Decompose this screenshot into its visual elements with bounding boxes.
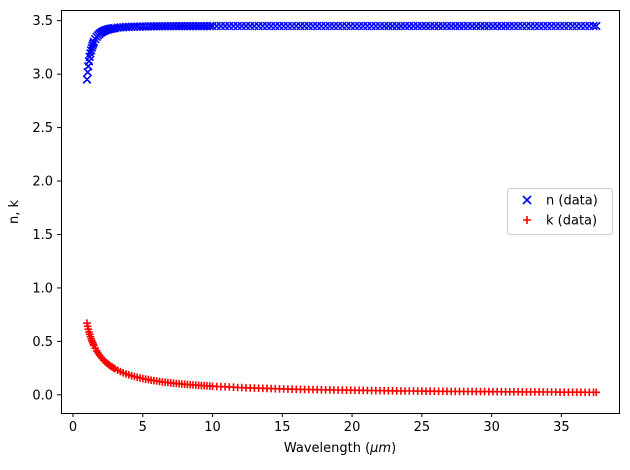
y-axis-ticks: 0.0 0.5 1.0 1.5 2.0 2.5 3.0 3.5 <box>32 14 61 403</box>
data-series-layer <box>82 21 601 397</box>
legend-label-n: n (data) <box>546 194 598 209</box>
x-tick-label: 35 <box>553 420 570 435</box>
legend: n (data) k (data) <box>507 188 613 235</box>
x-tick-label: 15 <box>274 420 291 435</box>
plot-area-border <box>61 10 620 414</box>
x-axis-ticks: 0 5 10 15 20 25 30 35 <box>69 413 570 435</box>
legend-label-k: k (data) <box>546 214 597 229</box>
y-axis-label: n, k <box>7 200 22 225</box>
x-axis-label: Wavelength (μm) <box>284 441 396 456</box>
x-tick-label: 20 <box>344 420 361 435</box>
y-tick-label: 2.0 <box>32 175 53 190</box>
y-tick-label: 3.0 <box>32 68 53 83</box>
y-tick-label: 1.0 <box>32 281 53 296</box>
x-axis-label-text: Wavelength ( <box>284 441 370 456</box>
x-axis-label-unit: μm <box>369 441 391 456</box>
x-tick-label: 5 <box>139 420 147 435</box>
y-tick-label: 0.0 <box>32 388 53 403</box>
x-axis-label-suffix: ) <box>391 441 396 456</box>
y-tick-label: 2.5 <box>32 121 53 136</box>
legend-marker-icons <box>522 195 532 224</box>
k-data-points <box>83 319 601 397</box>
y-tick-label: 0.5 <box>32 335 53 350</box>
legend-box <box>507 188 613 235</box>
n-legend-marker-icon <box>522 195 532 205</box>
x-tick-label: 0 <box>69 420 77 435</box>
x-tick-label: 25 <box>414 420 431 435</box>
x-tick-label: 30 <box>483 420 500 435</box>
y-tick-label: 3.5 <box>32 14 53 29</box>
k-legend-marker-icon <box>523 216 531 224</box>
y-tick-label: 1.5 <box>32 228 53 243</box>
n-data-points <box>82 21 601 84</box>
x-tick-label: 10 <box>204 420 221 435</box>
